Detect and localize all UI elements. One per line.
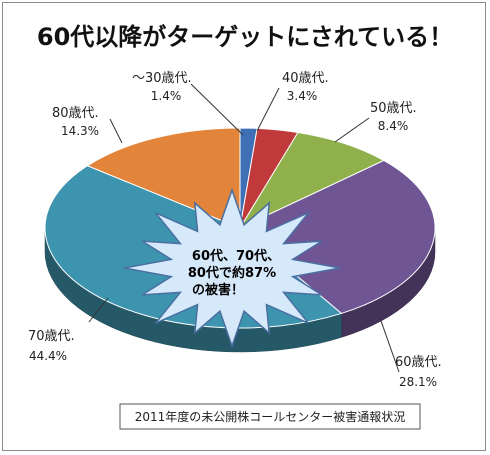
slice-value-label-0: 1.4% bbox=[151, 89, 182, 103]
chart-title: 60代以降がターゲットにされている！ bbox=[37, 23, 453, 51]
callout-line-3: の被害！ bbox=[192, 282, 244, 298]
slice-name-label-1: 40歳代. bbox=[282, 71, 329, 86]
slice-name-label-2: 50歳代. bbox=[370, 101, 417, 116]
leader-line-0 bbox=[190, 83, 244, 136]
slice-name-label-5: 80歳代. bbox=[52, 106, 99, 121]
slice-name-label-4: 70歳代. bbox=[28, 329, 75, 344]
callout-burst: 60代、70代、 80代で約87% の被害！ bbox=[123, 187, 341, 349]
slice-value-label-5: 14.3% bbox=[61, 124, 99, 138]
callout-line-1: 60代、70代、 bbox=[192, 248, 280, 264]
leader-line-4 bbox=[88, 297, 109, 323]
leader-line-2 bbox=[334, 117, 370, 143]
leader-lines bbox=[88, 83, 400, 373]
leader-line-5 bbox=[109, 118, 123, 144]
pie-slice-3 bbox=[239, 159, 436, 314]
slice-labels: ～30歳代. 1.4% 40歳代. 3.4% 50歳代. 8.4% 60歳代. 28.1% 70… bbox=[28, 71, 442, 389]
source-box bbox=[119, 403, 421, 430]
source-note: 2011年度の未公開株コールセンター被害通報状況 bbox=[135, 409, 406, 424]
slice-value-label-2: 8.4% bbox=[378, 119, 409, 133]
leader-line-1 bbox=[256, 87, 280, 132]
slice-value-label-1: 3.4% bbox=[287, 89, 318, 103]
slice-name-label-3: 60歳代. bbox=[395, 355, 442, 370]
burst-shape bbox=[123, 187, 341, 349]
leader-line-3 bbox=[379, 317, 400, 373]
pie-slice-5 bbox=[86, 127, 241, 229]
pie-slice-2 bbox=[238, 131, 385, 230]
callout-line-2: 80代で約87% bbox=[188, 265, 276, 281]
slice-value-label-3: 28.1% bbox=[399, 375, 437, 389]
slice-name-label-0: ～30歳代. bbox=[132, 71, 192, 86]
slice-value-label-4: 44.4% bbox=[29, 349, 67, 363]
